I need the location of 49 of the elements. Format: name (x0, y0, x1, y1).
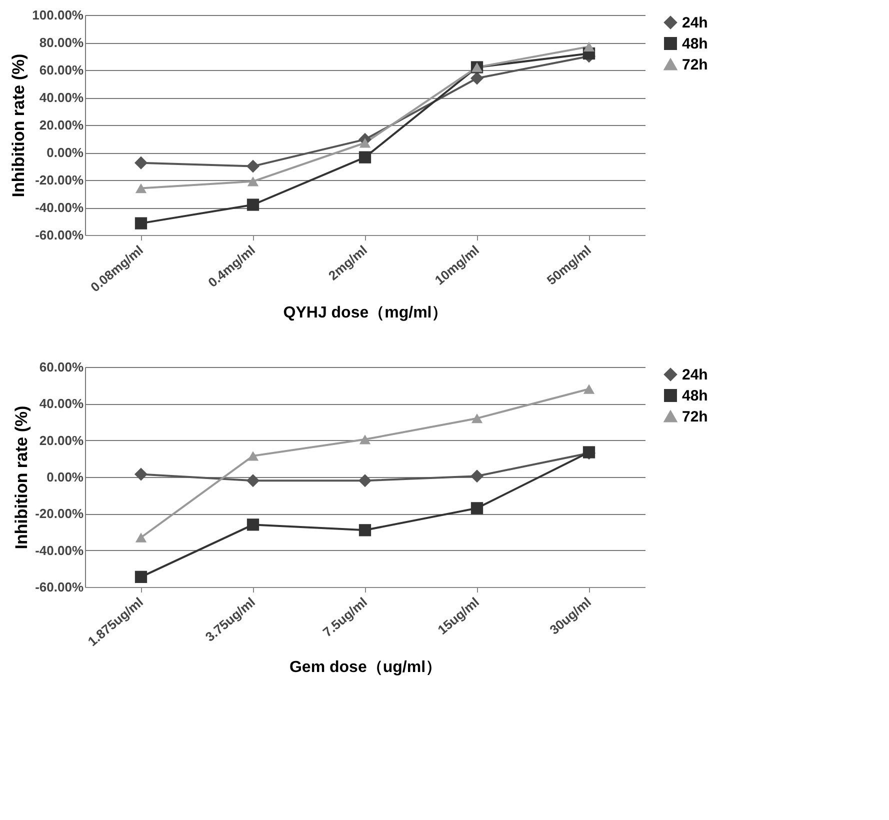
y-tick-label: -40.00% (35, 542, 84, 558)
point (134, 570, 148, 583)
point (583, 384, 595, 394)
point (247, 176, 259, 186)
point (246, 518, 260, 531)
point (135, 532, 147, 542)
y-tick-label: 60.00% (39, 360, 84, 374)
legend-label: 24h (682, 366, 708, 384)
point (358, 474, 372, 488)
y-tick-label: 80.00% (39, 35, 84, 50)
point (470, 502, 484, 514)
y-tick-label: 60.00% (39, 62, 84, 78)
y-tick-label: 0.00% (46, 145, 84, 160)
x-axis-title: QYHJ dose（mg/ml） (283, 304, 448, 322)
y-tick-label: -60.00% (35, 228, 84, 242)
point (358, 151, 372, 164)
y-tick-label: 20.00% (39, 432, 84, 448)
y-axis-title: Inhibition rate (%) (12, 406, 32, 550)
y-tick-label: -60.00% (35, 580, 84, 594)
y-tick-label: 40.00% (39, 396, 84, 412)
point (470, 470, 484, 483)
point (359, 138, 371, 148)
y-tick-label: -20.00% (35, 172, 84, 188)
legend-label: 48h (682, 36, 708, 52)
y-tick-label: -20.00% (35, 506, 84, 522)
point (246, 474, 260, 488)
legend-label: 24h (682, 14, 708, 32)
point (470, 72, 484, 85)
y-tick-label: 0.00% (46, 470, 84, 484)
point (134, 468, 148, 481)
point (471, 413, 483, 424)
point (247, 451, 259, 461)
legend-label: 72h (682, 56, 708, 74)
y-axis-title: Inhibition rate (%) (9, 54, 28, 198)
point (135, 183, 147, 194)
point (134, 217, 148, 230)
y-tick-label: 40.00% (39, 90, 84, 105)
point (583, 42, 595, 52)
y-tick-label: -40.00% (35, 200, 84, 215)
point (134, 156, 148, 170)
point (359, 434, 371, 444)
y-tick-label: 100.00% (32, 8, 84, 22)
legend-label: 48h (682, 388, 708, 404)
x-axis-title: Gem dose（ug/ml） (289, 659, 442, 676)
point (358, 524, 372, 536)
point (246, 160, 260, 173)
point (246, 198, 260, 211)
legend-label: 72h (682, 408, 708, 426)
y-tick-label: 20.00% (39, 118, 84, 132)
